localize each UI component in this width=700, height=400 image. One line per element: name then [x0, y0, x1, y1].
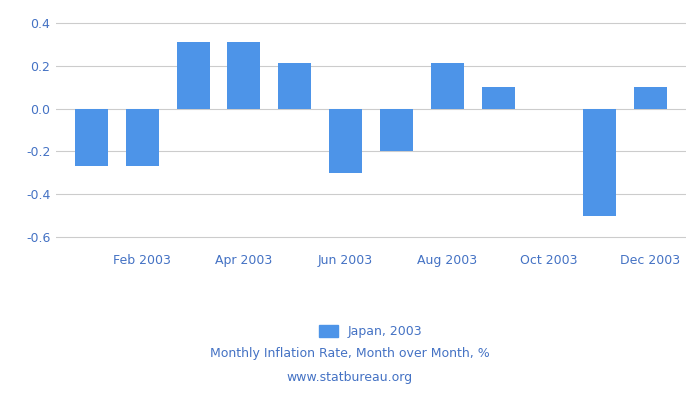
Text: www.statbureau.org: www.statbureau.org — [287, 372, 413, 384]
Bar — [75, 108, 108, 166]
Bar — [126, 108, 159, 166]
Bar — [380, 108, 413, 152]
Bar — [482, 87, 514, 108]
Bar — [228, 42, 260, 108]
Bar — [634, 87, 667, 108]
Bar — [329, 108, 362, 173]
Bar — [583, 108, 616, 216]
Bar — [430, 64, 463, 108]
Legend: Japan, 2003: Japan, 2003 — [314, 320, 428, 343]
Bar — [279, 64, 312, 108]
Bar — [176, 42, 210, 108]
Text: Monthly Inflation Rate, Month over Month, %: Monthly Inflation Rate, Month over Month… — [210, 348, 490, 360]
